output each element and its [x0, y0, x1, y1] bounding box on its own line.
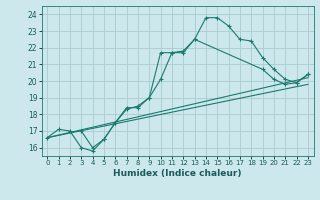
X-axis label: Humidex (Indice chaleur): Humidex (Indice chaleur): [113, 169, 242, 178]
